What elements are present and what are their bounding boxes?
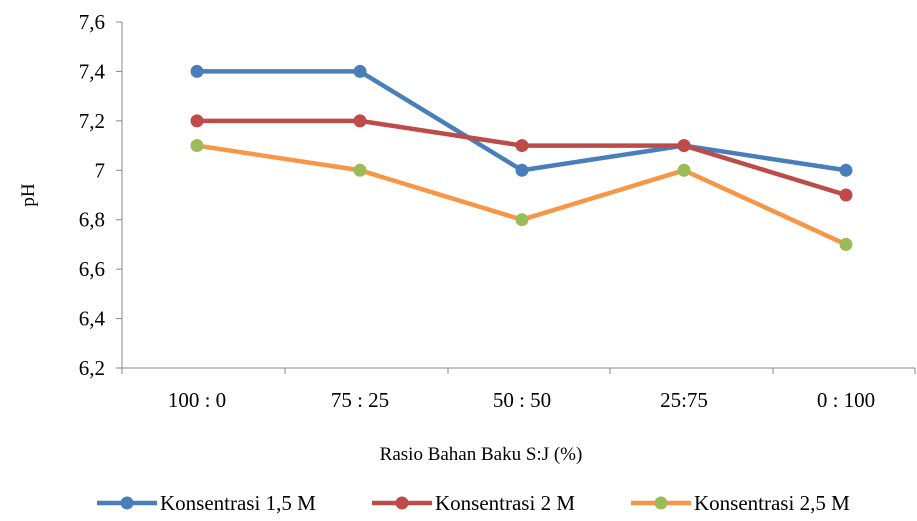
y-tick-label: 6,4 (79, 307, 106, 331)
y-tick-label: 6,6 (79, 257, 105, 281)
y-tick-label: 7,6 (79, 10, 105, 34)
data-point (677, 139, 691, 153)
series-lines (190, 64, 853, 251)
legend-marker-swatch (120, 496, 134, 510)
x-tick-label: 0 : 100 (817, 388, 875, 412)
x-tick-labels: 100 : 0 75 : 25 50 : 50 25:75 0 : 100 (168, 388, 875, 412)
legend-item: Konsentrasi 2,5 M (631, 491, 850, 515)
y-tick-labels: 6,2 6,4 6,6 6,8 7 7,2 7,4 7,6 (79, 10, 106, 380)
data-point (190, 139, 204, 153)
data-point (839, 237, 853, 251)
series-line (196, 143, 847, 247)
legend-label: Konsentrasi 1,5 M (160, 491, 316, 515)
legend-marker-swatch (395, 496, 409, 510)
x-tick-label: 50 : 50 (493, 388, 551, 412)
data-point (515, 213, 529, 227)
y-tick-label: 7,2 (79, 109, 105, 133)
y-tick-label: 6,2 (79, 356, 105, 380)
series-2 (190, 114, 853, 202)
data-point (677, 163, 691, 177)
legend-item: Konsentrasi 1,5 M (97, 491, 316, 515)
legend-label: Konsentrasi 2 M (435, 491, 575, 515)
legend-item: Konsentrasi 2 M (372, 491, 575, 515)
x-tick-label: 100 : 0 (168, 388, 226, 412)
y-tick-label: 7,4 (79, 59, 106, 83)
y-tick-label: 6,8 (79, 208, 105, 232)
x-tick-label: 25:75 (660, 388, 708, 412)
data-point (353, 114, 367, 128)
axes (116, 21, 916, 374)
data-point (353, 64, 367, 78)
x-axis-title: Rasio Bahan Baku S:J (%) (380, 444, 583, 465)
data-point (515, 139, 529, 153)
series-line (197, 118, 847, 198)
series-3 (190, 139, 853, 251)
data-point (515, 163, 529, 177)
data-point (839, 163, 853, 177)
data-point (190, 64, 204, 78)
y-axis-title: pH (18, 183, 39, 207)
x-tick-label: 75 : 25 (331, 388, 389, 412)
data-point (190, 114, 204, 128)
y-tick-label: 7 (95, 158, 106, 182)
legend: Konsentrasi 1,5 M Konsentrasi 2 M Konsentr… (97, 491, 850, 515)
data-point (839, 188, 853, 202)
legend-label: Konsentrasi 2,5 M (694, 491, 850, 515)
data-point (353, 163, 367, 177)
legend-marker-swatch (654, 496, 668, 510)
